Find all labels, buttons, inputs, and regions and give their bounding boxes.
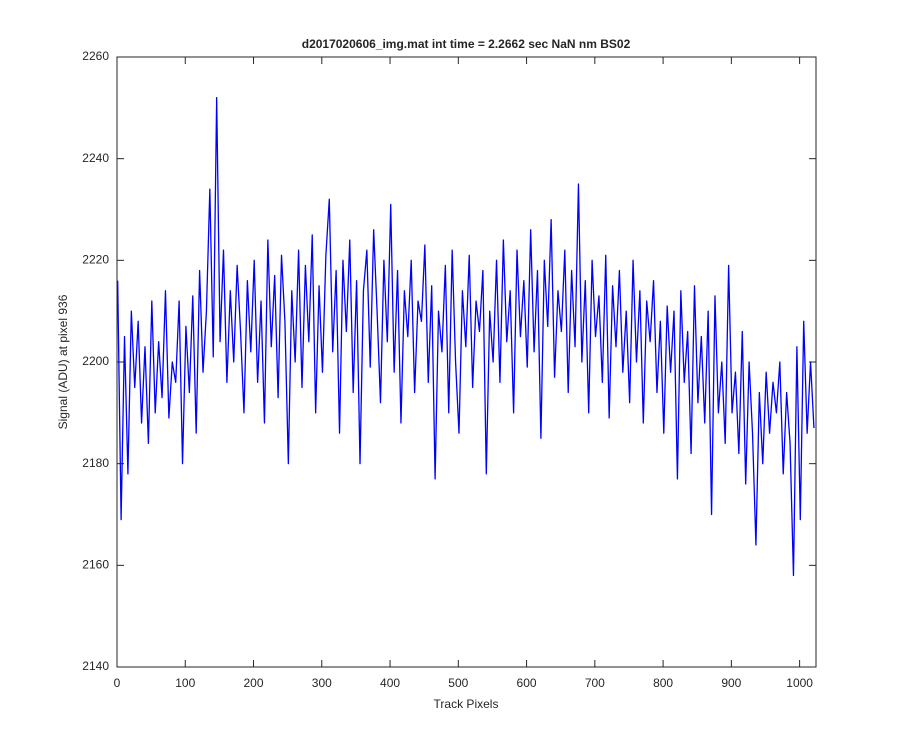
x-tick-label: 200 — [244, 676, 264, 690]
x-tick-label: 100 — [175, 676, 195, 690]
y-tick-label: 2200 — [82, 354, 109, 368]
y-tick-label: 2220 — [82, 253, 109, 267]
x-tick-label: 300 — [312, 676, 332, 690]
x-tick-label: 700 — [585, 676, 605, 690]
x-tick-label: 400 — [380, 676, 400, 690]
y-tick-label: 2180 — [82, 456, 109, 470]
y-tick-label: 2140 — [82, 659, 109, 673]
y-tick-label: 2160 — [82, 558, 109, 572]
data-line — [117, 97, 815, 577]
y-axis-label: Signal (ADU) at pixel 936 — [56, 294, 70, 429]
x-tick-label: 1000 — [786, 676, 813, 690]
y-tick-label: 2240 — [82, 151, 109, 165]
x-tick-label: 600 — [517, 676, 537, 690]
x-axis-label: Track Pixels — [434, 697, 499, 711]
x-tick-label: 900 — [721, 676, 741, 690]
x-tick-label: 800 — [653, 676, 673, 690]
y-tick-label: 2260 — [82, 49, 109, 63]
axes-box — [116, 56, 817, 668]
x-tick-label: 500 — [448, 676, 468, 690]
chart-title: d2017020606_img.mat int time = 2.2662 se… — [302, 37, 631, 51]
x-tick-label: 0 — [114, 676, 121, 690]
